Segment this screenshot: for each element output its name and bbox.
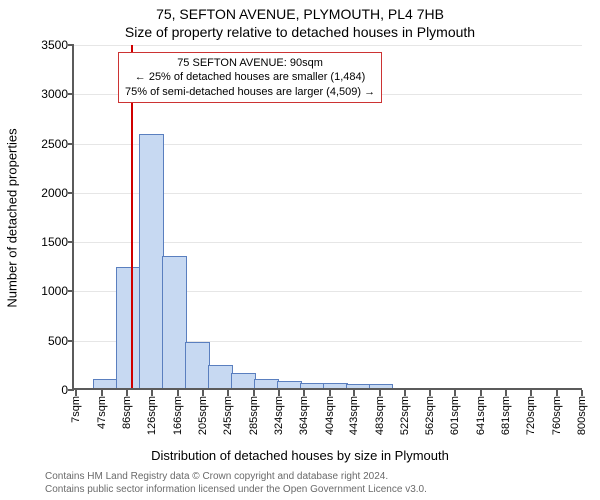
y-tick-label: 3000 (18, 87, 68, 101)
x-tick-label: 601sqm (449, 396, 461, 435)
x-tick-label: 641sqm (475, 396, 487, 435)
histogram-bar (116, 267, 141, 388)
x-tick-label: 800sqm (576, 396, 588, 435)
y-tick (68, 93, 74, 95)
y-tick (68, 44, 74, 46)
annotation-box: 75 SEFTON AVENUE: 90sqm← 25% of detached… (118, 52, 382, 103)
x-tick-label: 522sqm (399, 396, 411, 435)
y-tick-label: 500 (18, 334, 68, 348)
x-tick-label: 47sqm (96, 396, 108, 429)
x-tick-label: 681sqm (500, 396, 512, 435)
x-tick-label: 364sqm (298, 396, 310, 435)
x-tick-label: 720sqm (525, 396, 537, 435)
histogram-bar (323, 383, 348, 388)
y-tick (68, 290, 74, 292)
x-tick-label: 245sqm (222, 396, 234, 435)
y-tick-label: 1000 (18, 284, 68, 298)
x-tick-label: 443sqm (348, 396, 360, 435)
x-tick-label: 126sqm (146, 396, 158, 435)
annotation-line: 75% of semi-detached houses are larger (… (125, 85, 375, 99)
histogram-bar (277, 381, 302, 388)
y-axis-label: Number of detached properties (5, 128, 20, 307)
footer-line-1: Contains HM Land Registry data © Crown c… (45, 471, 427, 484)
histogram-bar (185, 342, 210, 388)
y-tick (68, 389, 74, 391)
annotation-line: ← 25% of detached houses are smaller (1,… (125, 70, 375, 84)
x-axis-label: Distribution of detached houses by size … (0, 448, 600, 463)
y-tick-label: 3500 (18, 38, 68, 52)
x-tick-label: 483sqm (374, 396, 386, 435)
y-tick-label: 1500 (18, 235, 68, 249)
x-tick-label: 285sqm (248, 396, 260, 435)
histogram-bar (369, 384, 394, 388)
histogram-bar (162, 256, 187, 388)
x-tick-label: 324sqm (273, 396, 285, 435)
x-tick-label: 7sqm (70, 396, 82, 423)
y-tick-label: 0 (18, 383, 68, 397)
chart-title: Size of property relative to detached ho… (0, 24, 600, 40)
x-tick-label: 205sqm (197, 396, 209, 435)
histogram-bar (300, 383, 325, 388)
y-tick (68, 143, 74, 145)
x-tick-label: 760sqm (551, 396, 563, 435)
gridline (74, 45, 582, 46)
x-tick-label: 562sqm (424, 396, 436, 435)
histogram-bar (346, 384, 371, 388)
y-tick-label: 2500 (18, 137, 68, 151)
x-tick-label: 404sqm (324, 396, 336, 435)
footer-attribution: Contains HM Land Registry data © Crown c… (45, 471, 427, 496)
chart-supertitle: 75, SEFTON AVENUE, PLYMOUTH, PL4 7HB (0, 6, 600, 22)
histogram-bar (208, 365, 233, 388)
y-tick-label: 2000 (18, 186, 68, 200)
histogram-bar (93, 379, 118, 388)
x-tick-label: 166sqm (172, 396, 184, 435)
y-tick (68, 340, 74, 342)
histogram-bar (254, 379, 279, 388)
footer-line-2: Contains public sector information licen… (45, 484, 427, 497)
annotation-line: 75 SEFTON AVENUE: 90sqm (125, 56, 375, 70)
histogram-bar (231, 373, 256, 388)
histogram-bar (139, 134, 164, 388)
y-tick (68, 192, 74, 194)
y-tick (68, 241, 74, 243)
x-tick-label: 86sqm (121, 396, 133, 429)
